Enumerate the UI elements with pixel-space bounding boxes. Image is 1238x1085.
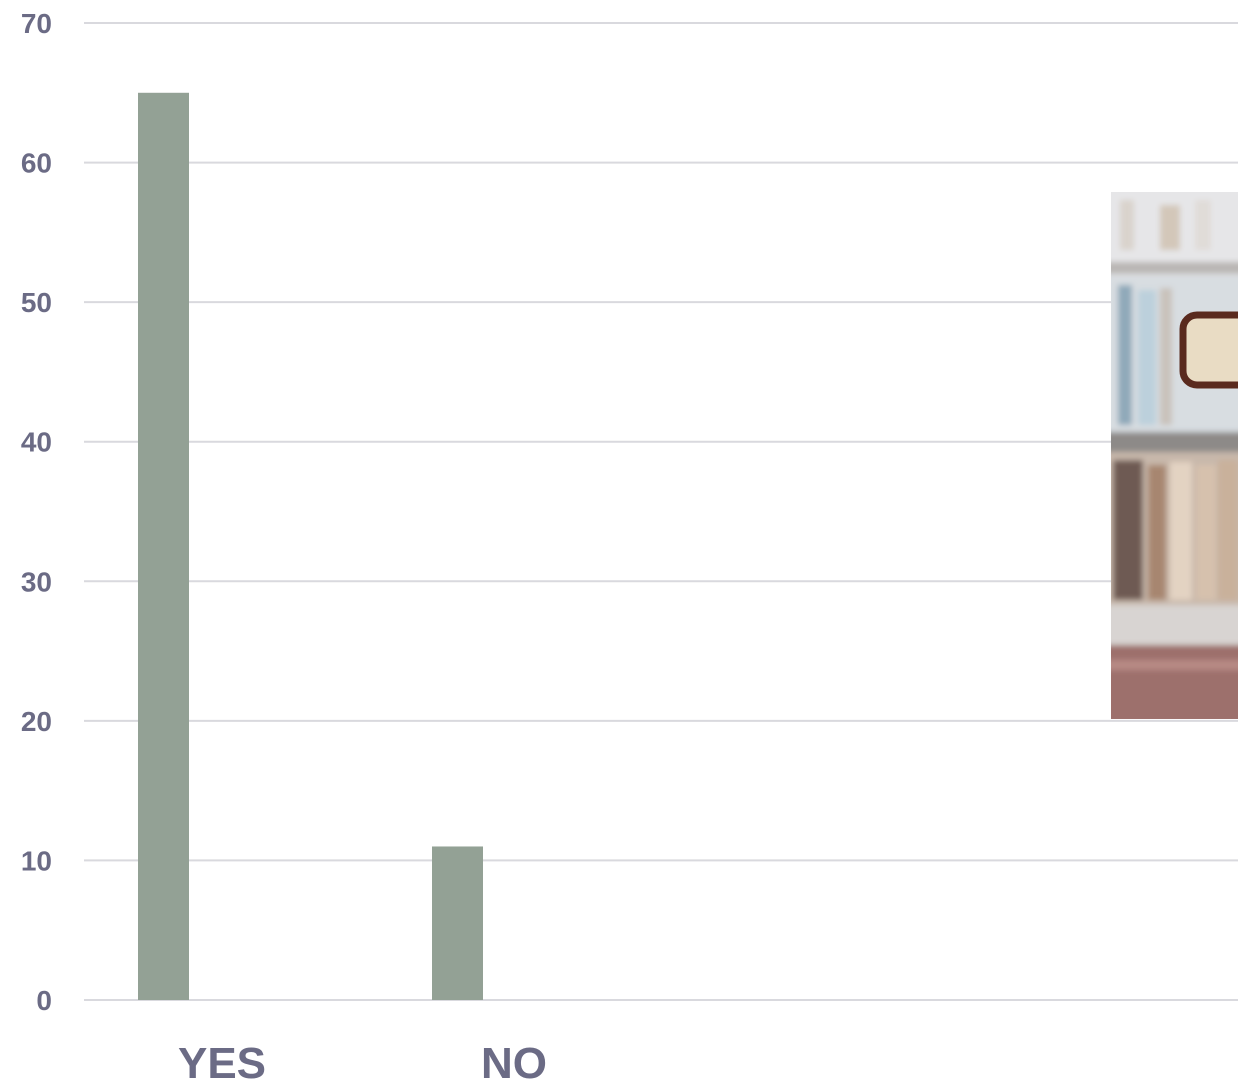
- y-tick-label: 60: [21, 148, 52, 179]
- bookshelf-photo-icon: [1111, 192, 1238, 719]
- y-tick-label: 70: [21, 8, 52, 39]
- y-tick-label: 40: [21, 427, 52, 458]
- bar-no: [432, 846, 483, 1000]
- bars: [138, 92, 483, 1001]
- y-tick-label: 10: [21, 845, 52, 876]
- y-tick-label: 20: [21, 706, 52, 737]
- y-tick-label: 30: [21, 566, 52, 597]
- y-axis-ticks: 0 10 20 30 40 50 60 70: [21, 8, 52, 1016]
- y-tick-label: 50: [21, 287, 52, 318]
- x-tick-label-yes: YES: [178, 1039, 266, 1085]
- x-tick-label-no: NO: [481, 1039, 547, 1085]
- y-tick-label: 0: [36, 985, 52, 1016]
- gridlines: [84, 22, 1238, 1001]
- x-axis-ticks: YES NO: [178, 1039, 547, 1085]
- bar-yes: [138, 92, 189, 1001]
